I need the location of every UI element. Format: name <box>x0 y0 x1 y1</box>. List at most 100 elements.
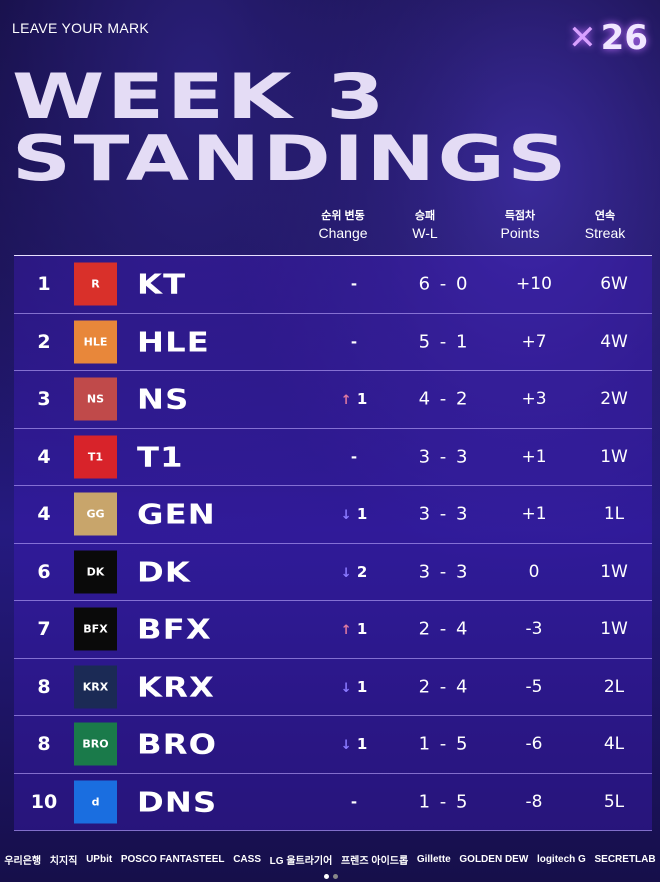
team-logo: HLE <box>74 320 117 364</box>
rank: 3 <box>37 388 51 411</box>
page-title: WEEK 3 STANDINGS <box>12 66 566 190</box>
rank-change: - <box>314 793 394 811</box>
point-diff: +1 <box>521 504 547 525</box>
rank-change-value: 1 <box>356 677 368 696</box>
sponsor-bar: 우리은행 치지직 UPbit POSCO FANTASTEEL CASS LG 울트라기어… <box>0 852 660 867</box>
rank: 6 <box>37 560 51 583</box>
rank-change-value: - <box>350 792 358 811</box>
streak: 1W <box>600 446 628 467</box>
table-row: 4 GG GEN ↓ 1 3 - 3 +1 1L <box>14 486 652 544</box>
carousel-dot[interactable] <box>333 874 338 879</box>
team-name: T1 <box>137 440 184 474</box>
column-header-ko: 득점차 <box>504 210 536 222</box>
arrow-down-icon: ↓ <box>340 565 352 581</box>
team-logo-text: DK <box>86 565 105 579</box>
sponsor-logo: POSCO FANTASTEEL <box>120 854 225 865</box>
rank-change: ↓ 1 <box>314 505 394 523</box>
team-logo-text: R <box>91 277 100 291</box>
team-name: DNS <box>137 785 218 819</box>
table-row: 3 NS NS ↑ 1 4 - 2 +3 2W <box>14 371 652 429</box>
rank: 2 <box>37 330 51 353</box>
rank: 8 <box>37 675 51 698</box>
win-loss: 4 - 2 <box>418 388 470 410</box>
table-row: 8 BRO BRO ↓ 1 1 - 5 -6 4L <box>14 716 652 774</box>
sponsor-logo: LG 울트라기어 <box>269 856 333 867</box>
column-header-ko: 순위 변동 <box>321 210 365 222</box>
team-logo-text: KRX <box>82 680 109 694</box>
column-header-en: Points <box>500 225 540 241</box>
league-logo-icon: ✕ <box>568 18 597 58</box>
rank: 1 <box>37 273 51 296</box>
rank: 7 <box>37 618 51 641</box>
tagline: LEAVE YOUR MARK <box>12 20 150 36</box>
point-diff: +10 <box>516 274 552 295</box>
streak: 2W <box>600 389 628 410</box>
rank-change-value: - <box>350 332 358 351</box>
team-logo-text: BFX <box>83 622 108 636</box>
point-diff: -3 <box>525 619 543 640</box>
rank-change: - <box>314 333 394 351</box>
team-name: BRO <box>137 727 218 761</box>
point-diff: -5 <box>525 676 543 697</box>
win-loss: 2 - 4 <box>418 618 470 640</box>
column-header: 연속 Streak <box>560 207 650 241</box>
rank-change: - <box>314 448 394 466</box>
rank-change: ↑ 1 <box>314 620 394 638</box>
streak: 1W <box>600 561 628 582</box>
team-name: BFX <box>137 612 212 646</box>
point-diff: +7 <box>521 331 547 352</box>
team-logo: T1 <box>74 435 117 479</box>
team-logo-text: NS <box>86 392 105 406</box>
team-logo: GG <box>74 492 117 536</box>
rank-change: ↓ 1 <box>314 735 394 753</box>
team-logo: DK <box>74 550 117 594</box>
team-logo-text: T1 <box>87 450 104 464</box>
column-header: 득점차 Points <box>475 207 565 241</box>
win-loss: 1 - 5 <box>418 791 470 813</box>
sponsor-logo: 우리은행 <box>4 856 42 867</box>
column-headers: 순위 변동 Change 승패 W-L 득점차 Points 연속 Streak <box>0 207 660 247</box>
win-loss: 3 - 3 <box>418 503 470 525</box>
win-loss: 2 - 4 <box>418 676 470 698</box>
rank-change-value: - <box>350 275 358 294</box>
team-logo-text: HLE <box>83 335 108 349</box>
streak: 5L <box>603 791 625 812</box>
column-header-en: Streak <box>584 225 626 241</box>
carousel-dots <box>324 874 338 879</box>
rank-change-value: 2 <box>356 562 368 581</box>
sponsor-logo: 치지직 <box>49 856 78 867</box>
point-diff: -8 <box>525 791 543 812</box>
arrow-up-icon: ↑ <box>340 623 352 639</box>
win-loss: 1 - 5 <box>418 733 470 755</box>
rank: 4 <box>37 503 51 526</box>
table-row: 1 R KT - 6 - 0 +10 6W <box>14 256 652 314</box>
team-logo-text: d <box>91 795 100 809</box>
point-diff: -6 <box>525 734 543 755</box>
streak: 6W <box>600 274 628 295</box>
team-logo-text: BRO <box>82 737 109 751</box>
team-name: HLE <box>137 325 210 359</box>
arrow-down-icon: ↓ <box>340 508 352 524</box>
sponsor-logo: Gillette <box>416 854 451 865</box>
team-name: GEN <box>137 497 216 531</box>
column-header-en: W-L <box>412 225 438 241</box>
arrow-down-icon: ↓ <box>340 680 352 696</box>
streak: 4L <box>603 734 625 755</box>
team-logo: d <box>74 780 117 824</box>
team-logo: BRO <box>74 722 117 766</box>
rank-change: - <box>314 275 394 293</box>
title-line1: WEEK 3 <box>12 60 388 133</box>
rank-change: ↑ 1 <box>314 390 394 408</box>
win-loss: 3 - 3 <box>418 446 470 468</box>
win-loss: 6 - 0 <box>418 273 470 295</box>
team-name: NS <box>137 382 190 416</box>
rank-change-value: 1 <box>356 505 368 524</box>
carousel-dot-active[interactable] <box>324 874 329 879</box>
rank-change: ↓ 1 <box>314 678 394 696</box>
team-name: KT <box>137 267 187 301</box>
rank-change-value: 1 <box>356 735 368 754</box>
table-row: 4 T1 T1 - 3 - 3 +1 1W <box>14 428 652 486</box>
team-name: DK <box>137 555 191 589</box>
sponsor-logo: GOLDEN DEW <box>459 854 529 865</box>
column-header-en: Change <box>318 225 368 241</box>
